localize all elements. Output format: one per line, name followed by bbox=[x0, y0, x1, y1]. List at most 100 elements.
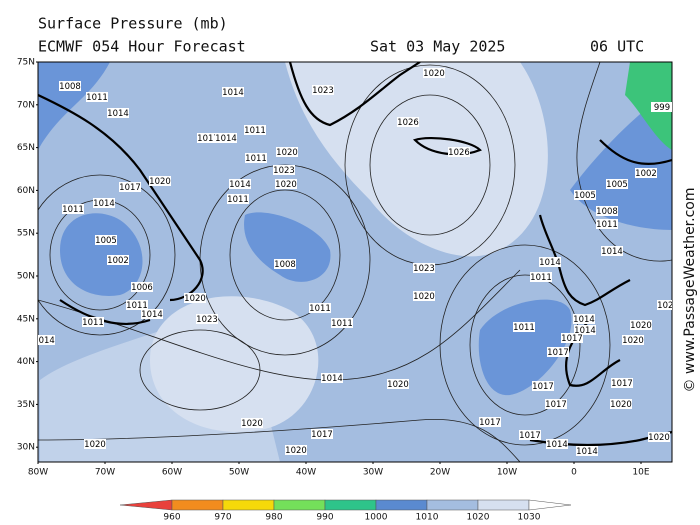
isobar-label: 1020 bbox=[648, 433, 670, 443]
colorbar-segment bbox=[119, 499, 173, 511]
isobar-label-bg bbox=[397, 117, 419, 127]
isobar-label-bg bbox=[601, 246, 623, 256]
isobar-label-group: 1017 bbox=[519, 430, 541, 441]
model-run: ECMWF 054 Hour Forecast bbox=[38, 38, 246, 56]
isobar-label-group: 1020 bbox=[657, 300, 672, 311]
isobar-label-group: 1005 bbox=[574, 190, 596, 201]
isobar-label: 1011 bbox=[331, 319, 353, 329]
isobar-label: 1011 bbox=[245, 154, 267, 164]
forecast-time: 06 UTC bbox=[590, 38, 644, 56]
lat-label: 75N bbox=[17, 58, 35, 68]
isobar-label-group: 1017 bbox=[197, 133, 219, 144]
isobar-label: 1017 bbox=[611, 379, 633, 389]
isobar-label-group: 1014 bbox=[601, 246, 623, 257]
isobar-label-bg bbox=[119, 182, 141, 192]
isobar-label-group: 1020 bbox=[275, 179, 297, 190]
isobar-label-group: 1014 bbox=[229, 179, 251, 190]
isobar-label-bg bbox=[241, 418, 263, 428]
isobar-label: 1014 bbox=[222, 88, 244, 98]
isobar-label: 1014 bbox=[229, 180, 251, 190]
isobar-label-bg bbox=[561, 333, 583, 343]
isobar-label-group: 1023 bbox=[196, 314, 218, 325]
isobar-label-group: 1014 bbox=[141, 309, 163, 320]
isobar-label-group: 1017 bbox=[207, 462, 229, 473]
isobar-label-group: 1020 bbox=[184, 293, 206, 304]
isobar-label-bg bbox=[227, 194, 249, 204]
colorbar-segment bbox=[222, 499, 275, 511]
colorbar-segment bbox=[528, 499, 572, 511]
isobar-label: 1011 bbox=[126, 301, 148, 311]
isobar-label-group: 1017 bbox=[119, 182, 141, 193]
isobar-label: 1008 bbox=[59, 82, 81, 92]
isobar-label-group: 1011 bbox=[227, 194, 249, 205]
isobar-label: 1014 bbox=[601, 247, 623, 257]
isobar-label-bg bbox=[573, 314, 595, 324]
isobar-label-group: 1020 bbox=[276, 147, 298, 158]
isobar-label-group: 1011 bbox=[82, 317, 104, 328]
colorbar-label: 960 bbox=[163, 513, 180, 523]
isobar-label-group: 1023 bbox=[413, 263, 435, 274]
isobar-label-group: 1011 bbox=[331, 318, 353, 329]
isobar-label-group: 1011 bbox=[530, 272, 552, 283]
isobar-label-bg bbox=[630, 320, 652, 330]
isobar-label-group: 1014 bbox=[321, 373, 343, 384]
colorbar-label: 1020 bbox=[467, 513, 490, 523]
isobar-label-bg bbox=[576, 446, 598, 456]
isobar-label-group: 1017 bbox=[611, 378, 633, 389]
isobar-label: 1014 bbox=[576, 447, 598, 457]
isobar-label-bg bbox=[413, 263, 435, 273]
isobar-label: 1020 bbox=[184, 294, 206, 304]
isobar-label-group: 999 bbox=[651, 102, 672, 113]
isobar-label: 1023 bbox=[196, 315, 218, 325]
isobar-label: 1023 bbox=[273, 166, 295, 176]
isobar-label: 1020 bbox=[423, 69, 445, 79]
isobar-label-bg bbox=[285, 445, 307, 455]
colorbar-label: 990 bbox=[316, 513, 333, 523]
isobar-label: 1005 bbox=[574, 191, 596, 201]
isobar-label: 1005 bbox=[606, 180, 628, 190]
isobar-label-bg bbox=[574, 325, 596, 335]
isobar-label-bg bbox=[648, 432, 670, 442]
lat-label: 60N bbox=[17, 186, 35, 196]
isobar-label-bg bbox=[59, 81, 81, 91]
isobar-label: 1014 bbox=[107, 109, 129, 119]
isobar-label-group: 1011 bbox=[596, 219, 618, 230]
isobar-label-group: 1020 bbox=[622, 335, 644, 346]
isobar-label-group: 1020 bbox=[648, 432, 670, 443]
isobar-label-group: 1011 bbox=[126, 300, 148, 311]
isobar-label: 1011 bbox=[596, 220, 618, 230]
isobar-label-group: 1008 bbox=[596, 206, 618, 217]
isobar-label: 1011 bbox=[86, 93, 108, 103]
isobar-label-bg bbox=[229, 179, 251, 189]
isobar-label-bg bbox=[312, 85, 334, 95]
isobar-label-bg bbox=[274, 259, 296, 269]
isobar-label-bg bbox=[309, 303, 331, 313]
isobar-label-group: 1014 bbox=[573, 314, 595, 325]
isobar-label-group: 1026 bbox=[448, 147, 470, 158]
isobar-label: 1002 bbox=[107, 256, 129, 266]
isobar-label-group: 1026 bbox=[397, 117, 419, 128]
isobar-label-group: 1005 bbox=[95, 235, 117, 246]
isobar-label-group: 1011 bbox=[309, 303, 331, 314]
isobar-label-group: 1017 bbox=[545, 399, 567, 410]
isobar-label: 1011 bbox=[82, 318, 104, 328]
isobar-label-bg bbox=[574, 190, 596, 200]
lat-label: 35N bbox=[17, 400, 35, 410]
isobar-label: 1014 bbox=[207, 481, 229, 491]
isobar-label-group: 1017 bbox=[547, 347, 569, 358]
isobar-label-bg bbox=[93, 198, 115, 208]
isobar-label-bg bbox=[196, 314, 218, 324]
isobar-label-group: 1014 bbox=[215, 133, 237, 144]
isobar-label: 1014 bbox=[215, 134, 237, 144]
isobar-label: 1017 bbox=[479, 418, 501, 428]
isobar-label-group: 1020 bbox=[285, 445, 307, 456]
isobar-label-group: 1020 bbox=[413, 291, 435, 302]
isobar-label: 1020 bbox=[622, 336, 644, 346]
lon-label: 30W bbox=[363, 468, 383, 478]
isobar-label: 1017 bbox=[311, 430, 333, 440]
isobar-label-bg bbox=[38, 335, 55, 345]
isobar-label-bg bbox=[207, 462, 229, 472]
isobar-label-bg bbox=[311, 429, 333, 439]
lon-label: 50W bbox=[229, 468, 249, 478]
isobar-label: 1017 bbox=[519, 431, 541, 441]
